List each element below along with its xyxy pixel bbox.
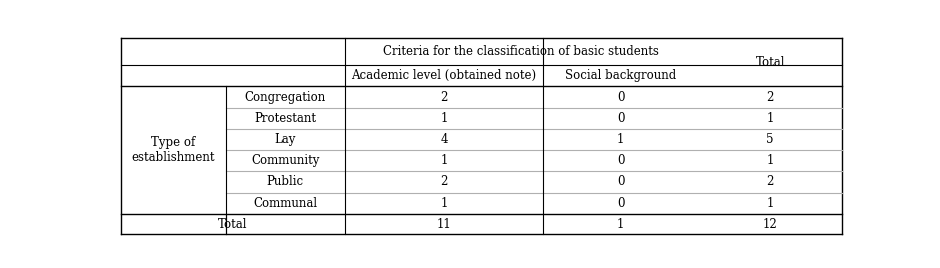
Text: 1: 1: [617, 218, 624, 230]
Text: 1: 1: [766, 197, 774, 210]
Text: 0: 0: [617, 112, 624, 125]
Text: 0: 0: [617, 154, 624, 167]
Text: Criteria for the classification of basic students: Criteria for the classification of basic…: [384, 45, 659, 58]
Text: Lay: Lay: [274, 133, 296, 146]
Text: 0: 0: [617, 176, 624, 188]
Text: 1: 1: [766, 112, 774, 125]
Text: Type of
establishment: Type of establishment: [132, 136, 215, 164]
Text: Community: Community: [251, 154, 320, 167]
Text: Protestant: Protestant: [254, 112, 316, 125]
Text: 2: 2: [440, 91, 447, 103]
Text: 1: 1: [440, 154, 447, 167]
Text: Academic level (obtained note): Academic level (obtained note): [352, 69, 537, 82]
Text: 1: 1: [440, 112, 447, 125]
Text: Congregation: Congregation: [244, 91, 326, 103]
Text: 1: 1: [617, 133, 624, 146]
Text: 0: 0: [617, 197, 624, 210]
Text: 0: 0: [617, 91, 624, 103]
Text: 4: 4: [440, 133, 447, 146]
Text: 2: 2: [440, 176, 447, 188]
Text: 2: 2: [766, 91, 774, 103]
Text: 1: 1: [766, 154, 774, 167]
Text: Total: Total: [218, 218, 247, 230]
Text: Social background: Social background: [565, 69, 676, 82]
Text: 11: 11: [436, 218, 451, 230]
Text: 1: 1: [440, 197, 447, 210]
Text: Total: Total: [756, 56, 785, 69]
Text: 2: 2: [766, 176, 774, 188]
Text: 12: 12: [763, 218, 777, 230]
Text: Communal: Communal: [253, 197, 318, 210]
Text: Public: Public: [267, 176, 304, 188]
Text: 5: 5: [766, 133, 774, 146]
